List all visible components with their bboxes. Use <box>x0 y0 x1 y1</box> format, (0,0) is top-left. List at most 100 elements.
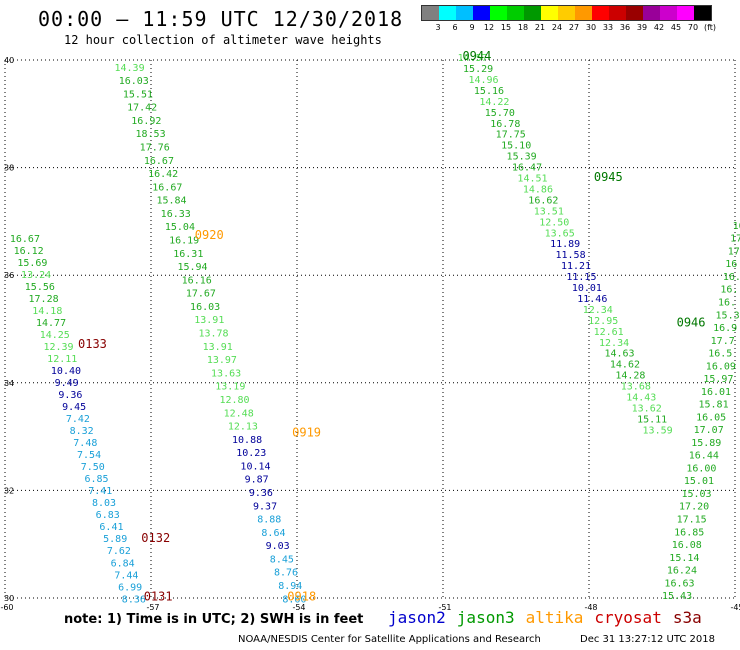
wave-height-label: 12.11 <box>47 354 77 365</box>
wave-height-label: 12.61 <box>594 327 624 338</box>
wave-height-label: 9.36 <box>249 488 273 499</box>
legend-swatch <box>439 6 456 20</box>
pass-time-label: 0946 <box>677 315 706 329</box>
wave-height-label: 15.03 <box>681 489 711 500</box>
legend-label: 27 <box>568 23 580 32</box>
wave-height-label: 11.58 <box>556 250 586 261</box>
wave-height-label: 17.42 <box>127 103 157 114</box>
legend-swatch <box>456 6 473 20</box>
legend-swatch <box>592 6 609 20</box>
wave-height-label: 14.18 <box>32 306 62 317</box>
legend-label: 24 <box>551 23 563 32</box>
legend-swatch <box>626 6 643 20</box>
wave-height-label: 14.86 <box>523 184 553 195</box>
legend-swatch <box>660 6 677 20</box>
wave-height-label: 16.44 <box>689 451 719 462</box>
wave-height-label: 16.42 <box>148 169 178 180</box>
wave-height-label: 5.89 <box>103 534 127 545</box>
track-0920: 14.39 16.03 15.51 17.42 16.92 18.53 17.76 16.67… <box>115 63 307 606</box>
wave-height-label: 15.10 <box>501 141 531 152</box>
wave-height-label: 16 <box>733 221 740 232</box>
wave-height-label: 12.50 <box>539 217 569 228</box>
wave-height-label: 16.78 <box>490 119 520 130</box>
wave-height-label: 15.3 <box>716 310 740 321</box>
wave-height-label: 7.48 <box>73 438 97 449</box>
footnote: note: 1) Time is in UTC; 2) SWH is in fe… <box>64 612 364 627</box>
track-0944: 14.5715.2914.9615.1614.2215.7016.7817.75… <box>458 53 673 436</box>
wave-height-label: 9.36 <box>58 390 82 401</box>
legend-label: 6 <box>452 23 458 32</box>
lon-tick-label: -54 <box>292 603 305 612</box>
wave-height-label: 16.16 <box>182 275 212 286</box>
legend-label: 33 <box>602 23 614 32</box>
wave-height-label: 14.51 <box>517 174 547 185</box>
wave-height-label: 17 <box>730 234 740 245</box>
wave-height-label: 8.64 <box>261 528 285 539</box>
wave-height-label: 11.89 <box>550 239 580 250</box>
wave-height-label: 16.5 <box>708 349 732 360</box>
wave-height-label: 15.14 <box>669 553 699 564</box>
wave-height-label: 15.70 <box>485 108 515 119</box>
wave-height-label: 6.85 <box>84 474 108 485</box>
wave-height-label: 15.39 <box>507 152 537 163</box>
wave-height-label: 6.84 <box>111 558 135 569</box>
wave-height-label: 14.22 <box>479 97 509 108</box>
lon-tick-label: -51 <box>438 603 451 612</box>
wave-height-label: 16.62 <box>528 195 558 206</box>
wave-height-label: 15.81 <box>699 400 729 411</box>
color-legend: 3 6 9 12 15 18 21 24 27 30 33 36 39 42 45 70 (ft) <box>421 5 716 33</box>
lat-tick-label: 36 <box>4 271 14 280</box>
legend-label: 9 <box>469 23 475 32</box>
generation-timestamp: Dec 31 13:27:12 UTC 2018 <box>580 634 715 645</box>
wave-height-label: 12.80 <box>219 395 249 406</box>
wave-height-label: 16.9 <box>713 323 737 334</box>
wave-height-label: 13.51 <box>534 206 564 217</box>
lat-tick-label: 34 <box>4 379 14 388</box>
wave-height-label: 9.87 <box>245 475 269 486</box>
lon-tick-label: -48 <box>584 603 597 612</box>
legend-swatch <box>422 6 439 20</box>
wave-height-label: 15.56 <box>25 282 55 293</box>
legend-swatch <box>473 6 490 20</box>
wave-height-label: 9.45 <box>62 402 86 413</box>
legend-label: 21 <box>534 23 546 32</box>
wave-height-label: 7.50 <box>81 462 105 473</box>
wave-height-label: 13.91 <box>194 315 224 326</box>
pass-time-label: 0920 <box>195 228 224 242</box>
satellite-cryosat: cryosat <box>594 608 662 627</box>
wave-height-label: 15.89 <box>691 438 721 449</box>
wave-height-label: 16.47 <box>512 163 542 174</box>
wave-height-label: 12.34 <box>583 305 613 316</box>
wave-height-label: 7.42 <box>66 414 90 425</box>
wave-height-label: 16.31 <box>173 249 203 260</box>
wave-height-label: 16.67 <box>152 182 182 193</box>
wave-height-label: 13.19 <box>215 382 245 393</box>
legend-label: 30 <box>585 23 597 32</box>
legend-label: (ft) <box>703 23 717 32</box>
wave-height-label: 17.15 <box>677 514 707 525</box>
legend-swatch <box>541 6 558 20</box>
legend-label: 45 <box>670 23 682 32</box>
lon-tick-label: -60 <box>0 603 13 612</box>
wave-height-label: 17.28 <box>29 294 59 305</box>
wave-height-label: 16 <box>725 259 737 270</box>
wave-height-label: 9.03 <box>266 541 290 552</box>
wave-height-label: 12.39 <box>43 342 73 353</box>
track-0946: 1617171616.16.16.15.316.917.716.516.0915… <box>662 221 740 602</box>
wave-height-label: 14.63 <box>604 349 634 360</box>
wave-height-label: 16.24 <box>667 566 697 577</box>
legend-swatch <box>575 6 592 20</box>
wave-height-label: 14.57 <box>458 53 488 64</box>
pass-time-label: 0133 <box>78 337 107 351</box>
wave-height-label: 10.14 <box>240 461 270 472</box>
wave-height-label: 13.59 <box>643 425 673 436</box>
wave-height-label: 13.63 <box>211 368 241 379</box>
wave-height-label: 17.20 <box>679 502 709 513</box>
wave-height-label: 16.03 <box>119 76 149 87</box>
satellite-s3a: s3a <box>672 608 702 627</box>
satellite-altika: altika <box>525 608 584 627</box>
wave-height-label: 8.88 <box>257 515 281 526</box>
wave-height-label: 16.12 <box>14 246 44 257</box>
legend-labels: 3 6 9 12 15 18 21 24 27 30 33 36 39 42 45 70 (ft) <box>421 21 716 33</box>
legend-swatch <box>609 6 626 20</box>
